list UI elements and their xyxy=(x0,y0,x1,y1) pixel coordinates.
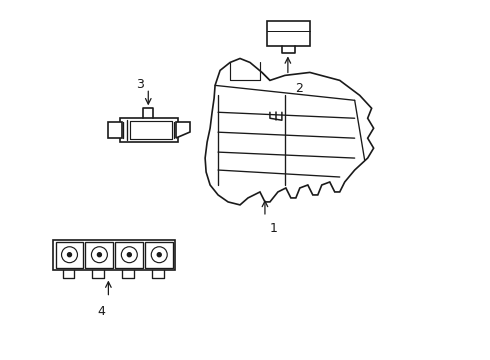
Polygon shape xyxy=(52,240,175,270)
Polygon shape xyxy=(176,122,190,138)
Text: 4: 4 xyxy=(98,305,105,318)
Polygon shape xyxy=(267,21,310,45)
Circle shape xyxy=(127,253,131,257)
Polygon shape xyxy=(85,242,113,268)
Polygon shape xyxy=(115,242,143,268)
Circle shape xyxy=(98,253,101,257)
Circle shape xyxy=(157,253,161,257)
Text: 1: 1 xyxy=(270,222,278,235)
Text: 2: 2 xyxy=(295,82,303,95)
Polygon shape xyxy=(205,58,374,205)
Text: 3: 3 xyxy=(136,78,144,91)
Polygon shape xyxy=(121,118,178,142)
Polygon shape xyxy=(55,242,83,268)
Polygon shape xyxy=(108,122,122,138)
Circle shape xyxy=(68,253,72,257)
Polygon shape xyxy=(145,242,173,268)
